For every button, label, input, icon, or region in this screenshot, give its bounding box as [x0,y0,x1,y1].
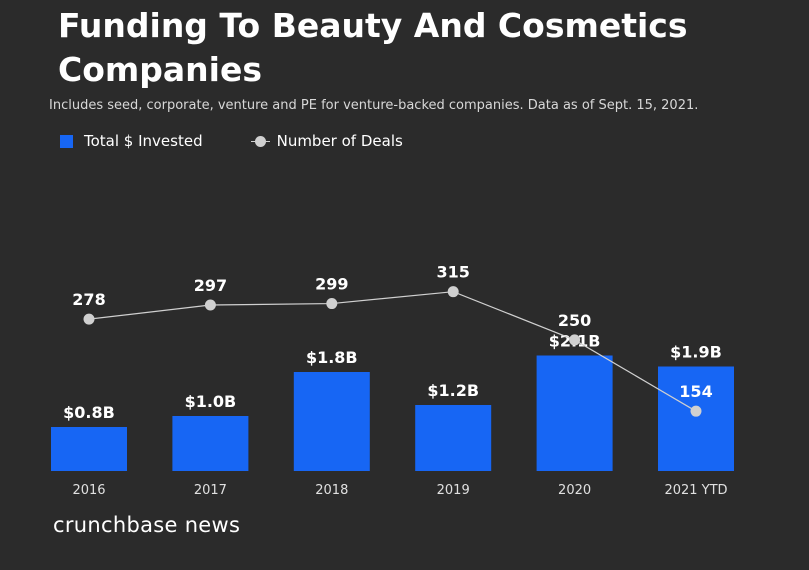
legend-label-number-of-deals: Number of Deals [276,132,403,150]
deal-value-label-5: 154 [679,382,712,401]
legend-item-total-invested: Total $ Invested [60,132,203,150]
deal-point-1 [204,299,216,311]
deal-value-label-2: 299 [315,275,348,294]
bar-3 [415,405,492,471]
deal-value-label-3: 315 [436,263,469,282]
brand-logo: crunchbase news [53,513,241,537]
deal-point-5 [690,405,702,417]
bar-value-label-2: $1.8B [306,348,358,367]
bar-4 [536,355,613,471]
deal-value-label-1: 297 [194,276,227,295]
legend-label-total-invested: Total $ Invested [84,132,203,150]
deal-point-2 [326,298,338,310]
x-tick-label-4: 2020 [558,483,591,498]
x-tick-label-2: 2018 [315,483,348,498]
deal-value-label-0: 278 [72,290,105,309]
bar-2 [293,372,370,471]
chart-subtitle: Includes seed, corporate, venture and PE… [49,98,699,113]
x-tick-label-1: 2017 [194,483,227,498]
legend: Total $ Invested Number of Deals [60,131,455,151]
bar-value-label-0: $0.8B [63,403,115,422]
deal-point-0 [83,313,95,325]
bar-value-label-3: $1.2B [427,381,479,400]
x-tick-label-0: 2016 [72,483,105,498]
bar-value-label-1: $1.0B [185,392,237,411]
x-tick-label-3: 2019 [437,483,470,498]
bar-1 [172,416,249,471]
legend-swatch-bar-icon [60,134,73,148]
chart-title: Funding To Beauty And Cosmetics Companie… [58,6,688,89]
bar-value-label-5: $1.9B [670,343,722,362]
legend-item-number-of-deals: Number of Deals [250,132,403,150]
deals-line [88,291,697,412]
bar-5 [658,366,734,471]
deal-point-3 [447,286,459,298]
deal-value-label-4: 250 [558,311,591,330]
legend-swatch-dot-icon [250,135,270,147]
bar-0 [51,427,127,471]
deal-point-4 [569,334,581,346]
x-tick-label-5: 2021 YTD [664,483,727,498]
